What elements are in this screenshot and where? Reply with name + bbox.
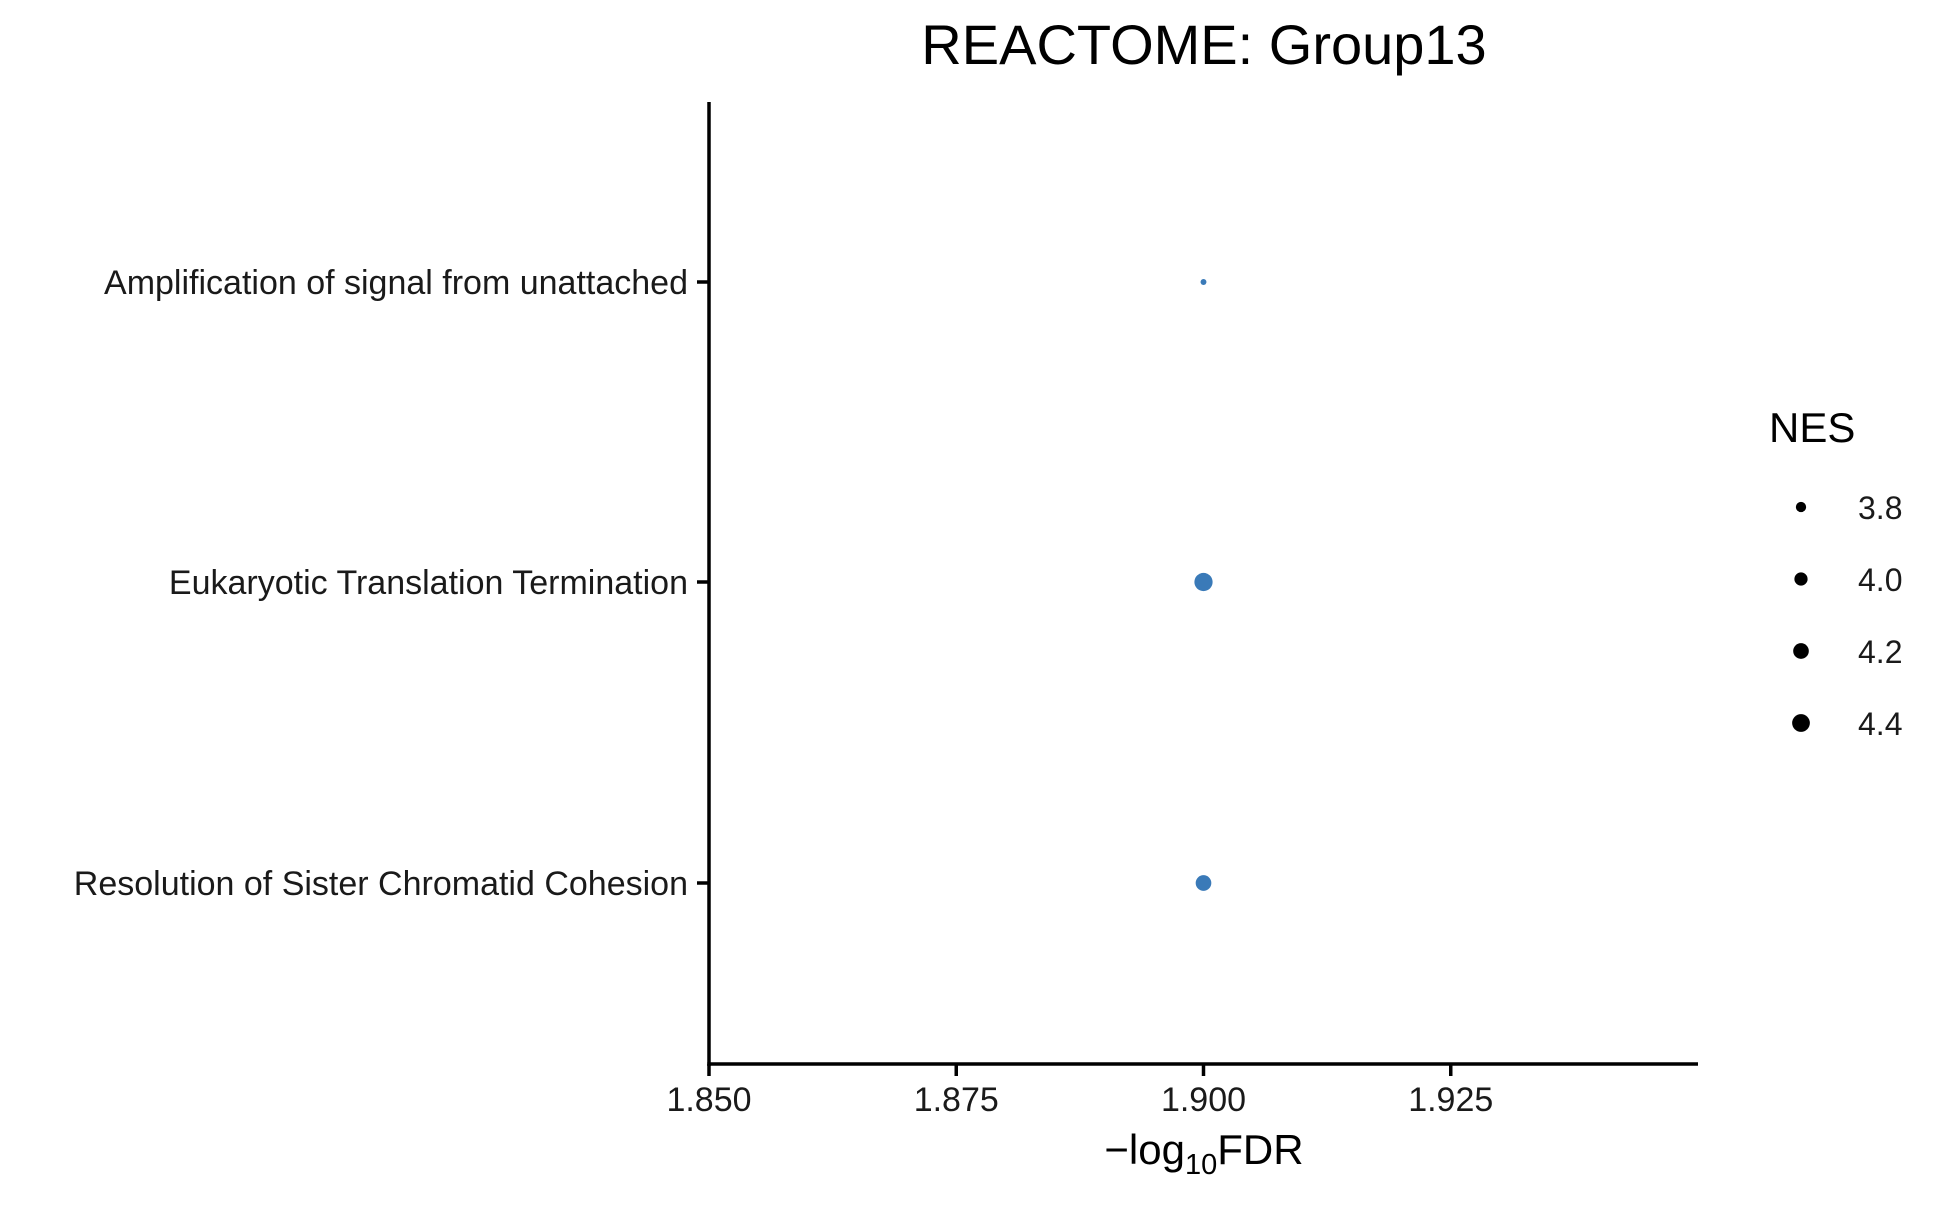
legend-size-swatch bbox=[1795, 501, 1807, 513]
data-point bbox=[1195, 875, 1212, 891]
legend-label: 3.8 bbox=[1858, 490, 1902, 526]
legend-size-swatch bbox=[1792, 714, 1810, 732]
legend-label: 4.4 bbox=[1858, 706, 1902, 742]
legend-label: 4.2 bbox=[1858, 634, 1902, 670]
y-tick-label: Amplification of signal from unattached bbox=[104, 264, 688, 302]
chart-title: REACTOME: Group13 bbox=[921, 13, 1486, 76]
x-axis-ticks: 1.850 1.875 1.900 1.925 bbox=[666, 1064, 1493, 1119]
legend-size-swatch bbox=[1794, 572, 1808, 586]
size-legend: NES 3.8 4.0 4.2 4.4 bbox=[1769, 404, 1902, 742]
legend-title: NES bbox=[1769, 404, 1855, 451]
x-axis-title: −log10FDR bbox=[1104, 1126, 1303, 1181]
x-tick-label: 1.875 bbox=[914, 1081, 999, 1119]
plot-area bbox=[1194, 279, 1213, 891]
data-point bbox=[1194, 572, 1213, 592]
y-axis-ticks: Amplification of signal from unattached E… bbox=[74, 264, 709, 903]
x-tick-label: 1.925 bbox=[1408, 1081, 1493, 1119]
x-tick-label: 1.900 bbox=[1161, 1081, 1246, 1119]
y-tick-label: Eukaryotic Translation Termination bbox=[169, 564, 688, 602]
legend-label: 4.0 bbox=[1858, 562, 1902, 598]
x-tick-label: 1.850 bbox=[666, 1081, 751, 1119]
data-point bbox=[1200, 279, 1207, 285]
legend-size-swatch bbox=[1793, 643, 1809, 659]
y-tick-label: Resolution of Sister Chromatid Cohesion bbox=[74, 865, 688, 903]
